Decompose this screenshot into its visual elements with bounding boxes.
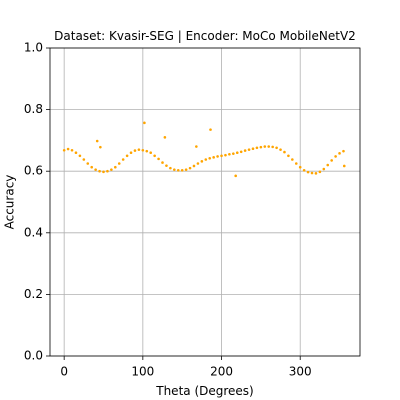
point [165,164,168,167]
point [180,168,184,172]
point [209,128,212,131]
point [228,152,231,156]
point [224,153,227,157]
y-tick-label: 1.0 [24,41,43,55]
point [173,168,176,171]
point [176,168,180,172]
y-tick-label: 0.2 [24,287,43,301]
point [334,155,337,158]
point [188,166,192,170]
point [78,154,82,158]
point [141,148,145,152]
point [195,145,198,148]
point [302,168,306,172]
y-tick-label: 0.6 [24,164,43,178]
point [94,168,97,171]
point [310,171,314,175]
point [102,170,105,174]
point [283,150,286,154]
point [114,165,117,169]
point [232,152,235,155]
point [306,170,310,174]
point [234,174,237,178]
point [121,158,125,161]
y-tick-label: 0.0 [24,349,43,363]
point [326,163,330,167]
point [275,146,278,150]
point [251,147,255,151]
point [145,149,149,153]
point [342,149,345,153]
point [74,151,78,155]
point [267,145,271,148]
point [106,169,109,173]
point [196,162,200,165]
point [62,148,66,152]
point [287,154,290,158]
point [338,152,341,155]
point [204,158,208,161]
point [86,162,90,165]
point [125,154,129,158]
point [291,158,294,161]
point [149,151,153,155]
point [342,164,346,168]
x-tick-label: 200 [210,365,233,379]
y-tick-label: 0.4 [24,225,43,239]
point [322,167,326,171]
point [271,145,274,149]
point [161,161,164,164]
point [255,146,259,150]
point [129,151,133,155]
point [298,165,302,169]
x-axis-label: Theta (Degrees) [155,384,253,398]
point [243,149,247,152]
point [263,145,267,148]
y-tick-label: 0.8 [24,102,43,116]
point [98,169,101,173]
point [208,156,212,160]
point [279,148,282,151]
point [110,168,113,171]
point [247,148,251,151]
point [99,145,102,149]
point [163,136,167,139]
chart-title: Dataset: Kvasir-SEG | Encoder: MoCo Mobi… [54,29,356,43]
point [259,145,263,149]
point [137,148,141,151]
point [212,156,215,159]
point [239,150,243,154]
point [200,160,204,163]
point [70,148,74,152]
x-tick-label: 0 [60,365,68,379]
point [314,172,318,175]
plot-frame [49,47,361,357]
point [235,151,239,155]
point [294,162,298,165]
point [66,147,70,151]
point [90,165,94,169]
point [143,121,146,125]
point [220,154,223,158]
point [169,166,172,170]
point [318,170,322,174]
point [82,158,86,161]
point [117,162,121,165]
point [192,164,196,168]
point [133,149,137,152]
point [153,154,156,158]
point [95,139,99,143]
x-tick-label: 300 [289,365,312,379]
point [157,157,160,161]
point [184,168,188,171]
point [330,159,333,162]
y-axis-label: Accuracy [3,175,17,230]
x-tick-label: 100 [131,365,154,379]
point [216,155,219,158]
